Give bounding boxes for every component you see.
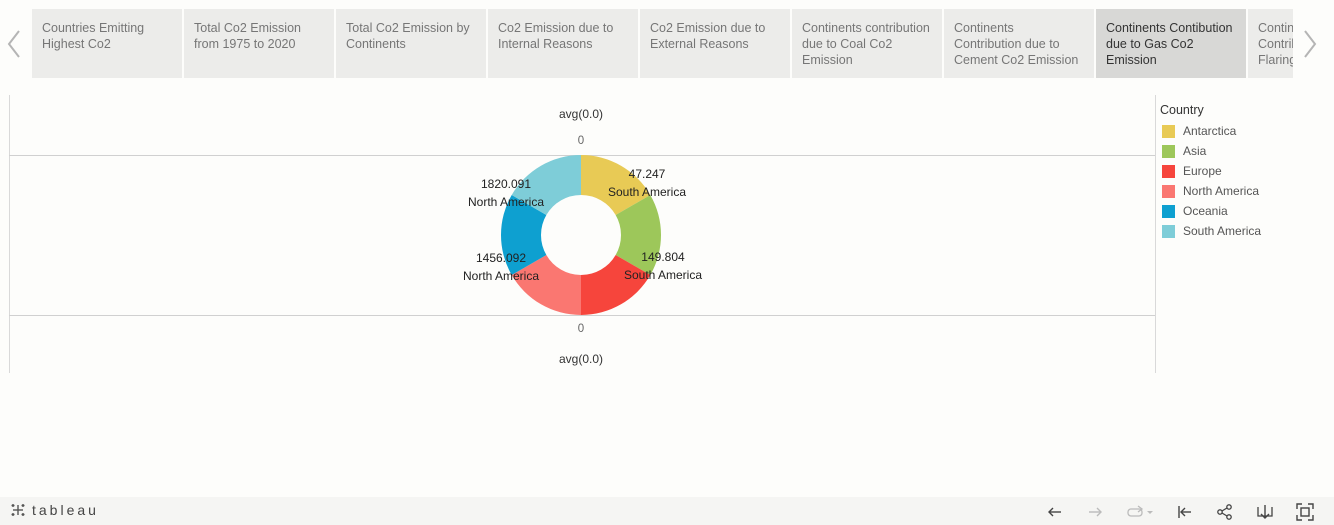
story-tab[interactable]: Continents Contibution due to Gas Co2 Em… [1096,9,1246,78]
legend-item[interactable]: Asia [1160,141,1330,161]
legend-label: North America [1183,184,1260,198]
legend-items: Antarctica Asia Europe North America Oceania… [1160,121,1330,241]
legend-swatch [1162,204,1175,218]
legend-label: Europe [1183,164,1222,178]
pane-border-right [1155,95,1156,373]
tableau-logo-icon [11,504,25,516]
legend-label: South America [1183,224,1262,238]
revert-icon [1127,505,1153,517]
legend-item[interactable]: Europe [1160,161,1330,181]
data-label-name: South America [624,268,702,282]
undo-button[interactable] [1038,501,1072,523]
data-label-name: South America [608,185,686,199]
visualization: avg(0.0) 0 0 avg(0.0) 47.247 South Americ… [0,95,1334,375]
redo-icon [1089,507,1102,517]
share-button[interactable] [1208,501,1242,523]
bottom-axis-tick: 0 [577,323,585,335]
legend-item[interactable]: South America [1160,221,1330,241]
story-tab[interactable]: Total Co2 Emission from 1975 to 2020 [184,9,334,78]
legend-swatch [1162,224,1175,238]
story-tab[interactable]: Co2 Emission due to External Reasons [640,9,790,78]
fullscreen-button[interactable] [1288,501,1322,523]
legend-swatch [1162,124,1175,138]
legend-item[interactable]: Oceania [1160,201,1330,221]
story-tab[interactable]: Co2 Emission due to Internal Reasons [488,9,638,78]
share-icon [1217,504,1232,520]
story-tab[interactable]: Countries Emitting Highest Co2 [32,9,182,78]
data-label-value: 47.247 [629,167,666,181]
story-tab[interactable]: Continents Contribution due to Cement Co… [944,9,1094,78]
revert-button[interactable] [1118,501,1162,523]
download-icon [1257,505,1273,519]
donut-slice[interactable] [615,195,661,275]
top-axis-title: avg(0.0) [558,107,604,121]
reset-button[interactable] [1168,501,1202,523]
legend-label: Oceania [1183,204,1228,218]
color-legend: Country Antarctica Asia Europe North Americ… [1160,103,1330,241]
brand-name: tableau [32,502,99,518]
bottom-axis-title: avg(0.0) [558,352,604,366]
chart-area[interactable]: avg(0.0) 0 0 avg(0.0) 47.247 South Americ… [0,95,1156,375]
donut-slice[interactable] [501,195,547,275]
data-label-value: 149.804 [641,250,685,264]
top-axis-tick: 0 [577,135,585,147]
story-prev-button[interactable] [0,22,28,66]
viz-toolbar: tableau [0,497,1334,525]
data-label-name: North America [463,269,539,283]
story-next-button[interactable] [1296,22,1324,66]
fullscreen-icon [1296,503,1314,521]
download-button[interactable] [1248,501,1282,523]
data-label-value: 1820.091 [481,177,531,191]
undo-icon [1048,507,1061,517]
legend-title: Country [1160,103,1204,117]
legend-item[interactable]: Antarctica [1160,121,1330,141]
chevron-right-icon [1304,30,1317,58]
legend-item[interactable]: North America [1160,181,1330,201]
donut-slice[interactable] [511,155,581,215]
story-tabs-track: Countries Emitting Highest Co2 Total Co2 … [32,9,1293,78]
legend-swatch [1162,164,1175,178]
reset-icon [1178,506,1191,518]
legend-label: Asia [1183,144,1207,158]
zero-line-bottom [9,315,1155,316]
chevron-left-icon [7,30,20,58]
data-label-value: 1456.092 [476,251,526,265]
redo-button[interactable] [1078,501,1112,523]
donut-slice[interactable] [581,255,651,315]
tableau-logo[interactable]: tableau [10,502,99,518]
donut-slice[interactable] [511,255,581,315]
data-label-name: North America [468,195,544,209]
donut-slice[interactable] [581,155,651,215]
story-tab[interactable]: Total Co2 Emission by Continents [336,9,486,78]
pane-border-left [9,95,10,373]
legend-swatch [1162,184,1175,198]
story-tab[interactable]: Continents Contribution due to Flaring [1248,9,1293,78]
story-tabs: Countries Emitting Highest Co2 Total Co2 … [32,9,1293,78]
toolbar-buttons [1032,501,1322,523]
donut-chart[interactable]: 47.247 South America 149.804 South America 1… [0,95,1156,375]
story-tab[interactable]: Continents contribution due to Coal Co2 … [792,9,942,78]
story-navigator: Countries Emitting Highest Co2 Total Co2 … [0,0,1334,80]
legend-swatch [1162,144,1175,158]
legend-label: Antarctica [1183,124,1237,138]
